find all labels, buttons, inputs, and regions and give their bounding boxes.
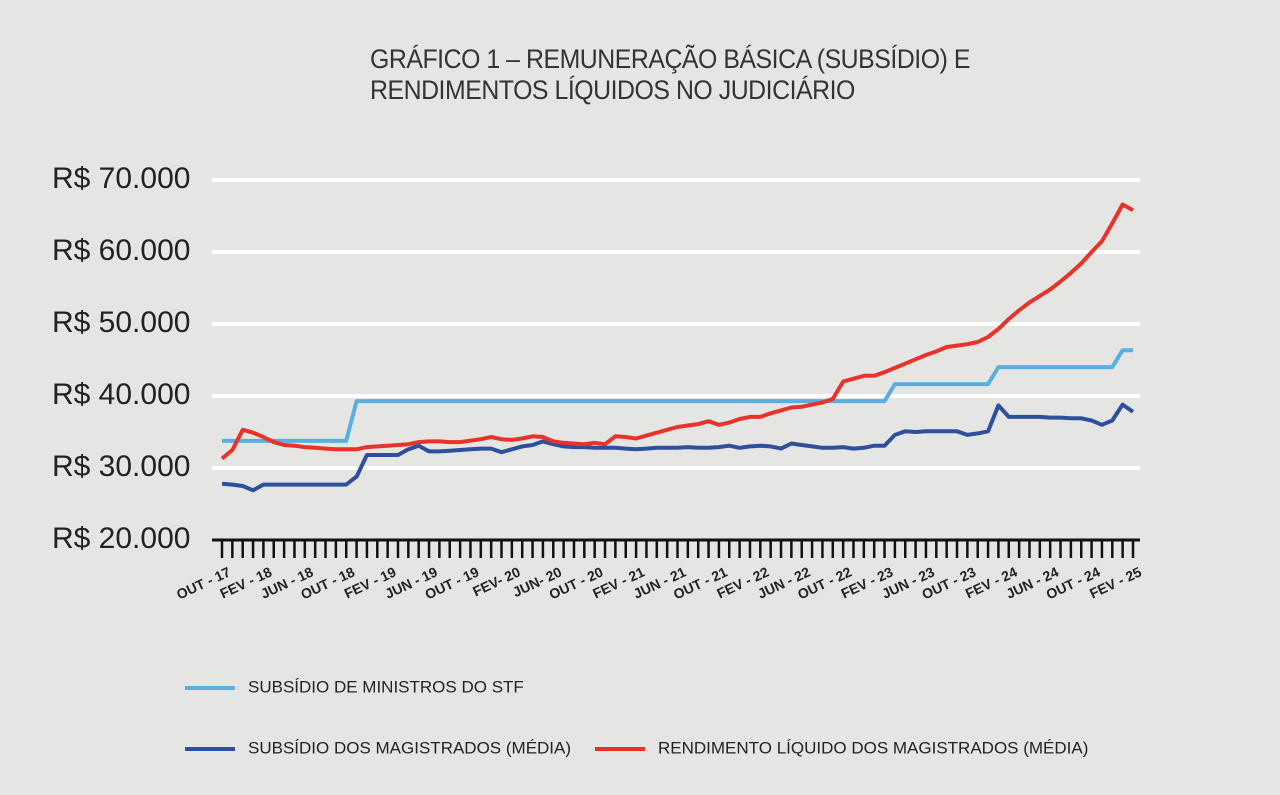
y-tick-label: R$ 20.000 <box>52 522 190 555</box>
legend-label: SUBSÍDIO DOS MAGISTRADOS (MÉDIA) <box>248 738 571 757</box>
legend-label: RENDIMENTO LÍQUIDO DOS MAGISTRADOS (MÉDI… <box>658 738 1088 757</box>
series-line <box>222 348 1133 443</box>
series-line <box>221 402 1135 493</box>
y-tick-label: R$ 30.000 <box>52 450 190 483</box>
series-line <box>220 202 1134 461</box>
chart-title: GRÁFICO 1 – REMUNERAÇÃO BÁSICA (SUBSÍDIO… <box>370 44 970 105</box>
legend-label: SUBSÍDIO DE MINISTROS DO STF <box>248 677 524 696</box>
y-tick-label: R$ 50.000 <box>52 306 190 339</box>
y-tick-label: R$ 60.000 <box>52 234 190 267</box>
y-tick-label: R$ 40.000 <box>52 378 190 411</box>
y-tick-label: R$ 70.000 <box>52 162 190 195</box>
